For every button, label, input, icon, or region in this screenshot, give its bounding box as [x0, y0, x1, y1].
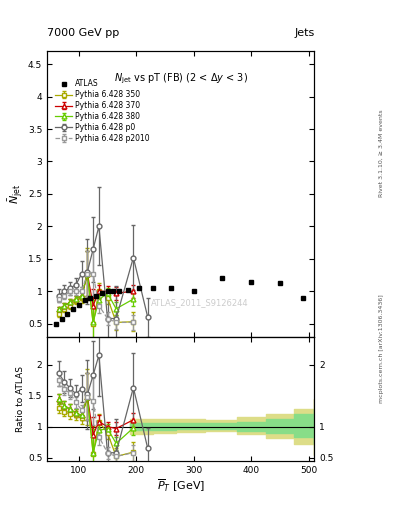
ATLAS	[151, 285, 156, 291]
ATLAS	[65, 311, 70, 317]
ATLAS	[99, 290, 104, 296]
ATLAS	[191, 288, 196, 294]
Legend: ATLAS, Pythia 6.428 350, Pythia 6.428 370, Pythia 6.428 380, Pythia 6.428 p0, Py: ATLAS, Pythia 6.428 350, Pythia 6.428 37…	[54, 78, 151, 144]
Text: mcplots.cern.ch [arXiv:1306.3436]: mcplots.cern.ch [arXiv:1306.3436]	[379, 294, 384, 402]
ATLAS	[117, 288, 121, 294]
Text: Jets: Jets	[294, 28, 314, 38]
Text: ATLAS_2011_S9126244: ATLAS_2011_S9126244	[151, 298, 248, 307]
Text: 7000 GeV pp: 7000 GeV pp	[47, 28, 119, 38]
ATLAS	[125, 287, 130, 293]
ATLAS	[277, 281, 282, 287]
ATLAS	[88, 295, 93, 301]
ATLAS	[301, 295, 305, 301]
ATLAS	[76, 302, 81, 308]
ATLAS	[82, 297, 87, 304]
X-axis label: $\overline{P}_T$ [GeV]: $\overline{P}_T$ [GeV]	[157, 477, 205, 494]
Y-axis label: $\bar{N}_\mathrm{jet}$: $\bar{N}_\mathrm{jet}$	[7, 184, 25, 204]
ATLAS	[71, 306, 75, 312]
ATLAS	[53, 321, 58, 327]
ATLAS	[94, 293, 98, 299]
ATLAS	[137, 285, 141, 291]
ATLAS	[249, 279, 253, 285]
Text: Rivet 3.1.10, ≥ 3.4M events: Rivet 3.1.10, ≥ 3.4M events	[379, 110, 384, 198]
ATLAS	[105, 288, 110, 294]
ATLAS	[220, 275, 225, 282]
Y-axis label: Ratio to ATLAS: Ratio to ATLAS	[16, 366, 25, 432]
ATLAS	[168, 285, 173, 291]
Text: $N_\mathrm{jet}$ vs pT (FB) (2 < $\Delta y$ < 3): $N_\mathrm{jet}$ vs pT (FB) (2 < $\Delta…	[114, 71, 248, 86]
ATLAS	[111, 288, 116, 294]
ATLAS	[59, 315, 64, 322]
Line: ATLAS: ATLAS	[53, 276, 305, 326]
